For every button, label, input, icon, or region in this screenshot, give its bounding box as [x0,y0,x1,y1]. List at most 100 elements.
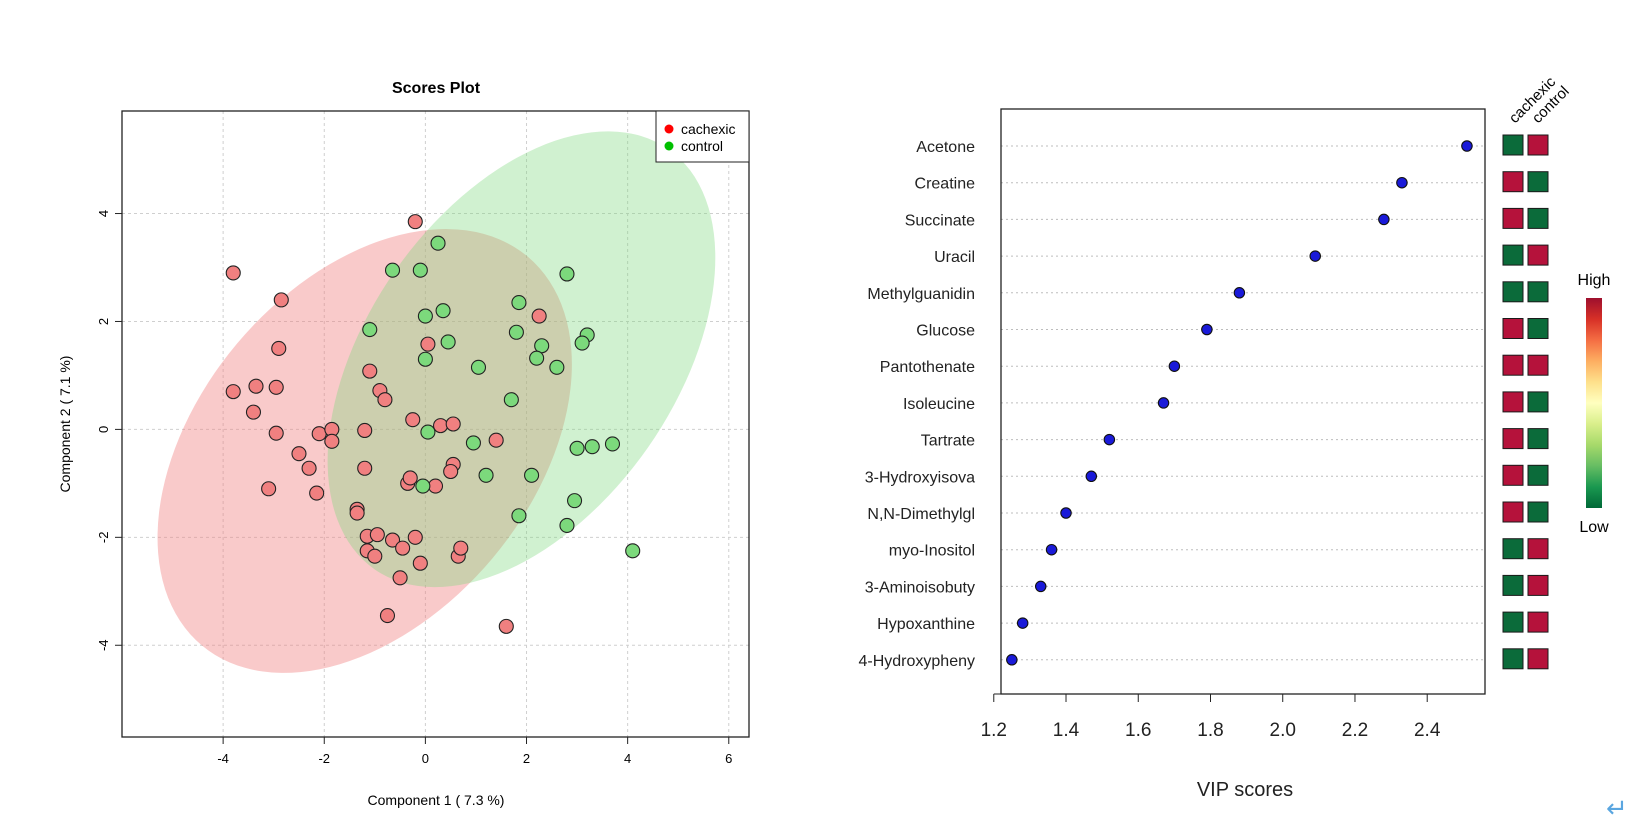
vip-x-tick-label: 1.4 [1053,720,1080,741]
vip-x-tick-label: 1.8 [1197,720,1223,741]
score-point-control [435,303,451,319]
score-point-cachexic [271,340,287,356]
score-point-control [511,295,527,311]
y-tick-label: 0 [96,426,111,433]
score-point-control [420,424,436,440]
heatmap-cell-cachexic [1502,134,1524,156]
heatmap-cell-cachexic [1502,281,1524,303]
score-point-cachexic [349,505,365,521]
vip-x-tick-label: 1.6 [1125,720,1151,741]
score-point-control [559,517,575,534]
heatmap-cell-cachexic [1502,354,1524,376]
score-point-cachexic [225,384,241,400]
heatmap-cell-cachexic [1502,538,1524,560]
x-tick-label: 6 [725,751,732,766]
vip-point [1085,470,1098,483]
score-point-control [524,467,540,483]
heatmap-cell-control [1527,538,1549,560]
score-point-cachexic [357,460,373,476]
heatmap-cell-cachexic [1502,648,1524,670]
legend-label-control: control [681,138,723,154]
return-arrow-icon[interactable]: ↵ [1606,794,1628,824]
heatmap-cell-control [1527,428,1549,450]
score-point-cachexic [395,540,411,556]
vip-x-tick-label: 2.2 [1342,720,1368,741]
heatmap-cell-control [1527,318,1549,339]
score-point-cachexic [362,363,378,379]
score-point-cachexic [384,532,401,548]
score-point-control [549,359,565,375]
x-tick-label: -4 [217,751,229,766]
score-point-cachexic [377,392,393,408]
heatmap-cell-cachexic [1502,244,1524,266]
heatmap-cell-cachexic [1502,611,1524,633]
heatmap-cell-control [1527,171,1549,193]
score-point-cachexic [261,481,277,497]
score-point-control [478,467,494,483]
heatmap-cell-control [1527,611,1549,633]
vip-point [1378,213,1390,226]
score-point-control [503,392,519,408]
score-point-cachexic [402,470,418,486]
legend-label-cachexic: cachexic [681,121,735,137]
score-point-cachexic [420,336,436,352]
score-point-cachexic [379,608,396,624]
legend-marker-cachexic [664,124,674,134]
score-point-control [508,324,524,340]
heatmap-cell-control [1527,574,1549,596]
score-point-cachexic [248,378,264,394]
vip-feature-label: Acetone [916,139,975,156]
x-tick-label: -2 [318,751,330,766]
vip-point [1233,287,1246,299]
vip-plot-gridlines [1001,145,1485,661]
score-point-cachexic [392,570,408,586]
heatmap-cell-control [1527,281,1549,303]
score-point-cachexic [433,418,449,434]
heatmap-cell-control [1527,391,1549,413]
score-point-cachexic [443,463,459,480]
vip-point [1168,360,1181,372]
score-point-cachexic [367,548,383,564]
score-point-cachexic [324,433,340,449]
heatmap-cell-control [1527,648,1549,670]
heatmap-cell-cachexic [1502,171,1524,193]
vip-point [1396,176,1408,189]
scores-plot-frame [121,110,750,738]
x-tick-label: 0 [422,751,429,766]
scores-plot: -4 -2 0 2 4 6 -4 -2 0 2 4 Scores Plot Component 1… [57,80,750,808]
scores-plot-legend: cachexic control [655,110,750,163]
vip-point [1045,543,1058,556]
score-point-cachexic [498,618,514,634]
heatmap-cell-control [1527,464,1549,486]
vip-point [1016,617,1029,629]
vip-feature-label: Tartrate [921,433,975,450]
vip-feature-label: myo-Inositol [889,543,975,560]
score-point-control [584,439,600,455]
vip-feature-label: 3-Hydroxyisova [865,469,975,486]
score-point-control [470,359,487,375]
score-point-cachexic [245,404,262,420]
vip-feature-labels: Acetone Creatine Succinate Uracil Methylguan… [859,139,976,670]
vip-feature-label: Isoleucine [903,396,975,413]
score-point-cachexic [407,529,423,545]
vip-point [1034,580,1047,593]
vip-point [1309,250,1321,262]
vip-feature-label: Methylguanidin [867,286,975,303]
heatmap-cell-control [1527,207,1549,229]
y-tick-label: 2 [96,318,111,325]
vip-feature-label: Succinate [905,212,975,229]
score-point-control [440,334,456,350]
y-tick-label: -2 [96,532,111,544]
score-point-control [362,322,378,338]
vip-point [1006,654,1018,666]
vip-heatmap [1502,134,1549,670]
vip-points [1006,140,1473,666]
vip-x-tick-label: 2.0 [1270,720,1296,741]
colorbar [1586,298,1602,508]
score-point-control [417,308,433,324]
score-point-cachexic [311,426,327,442]
x-tick-label: 4 [624,751,631,766]
score-point-cachexic [369,527,385,543]
score-point-control [529,350,545,366]
